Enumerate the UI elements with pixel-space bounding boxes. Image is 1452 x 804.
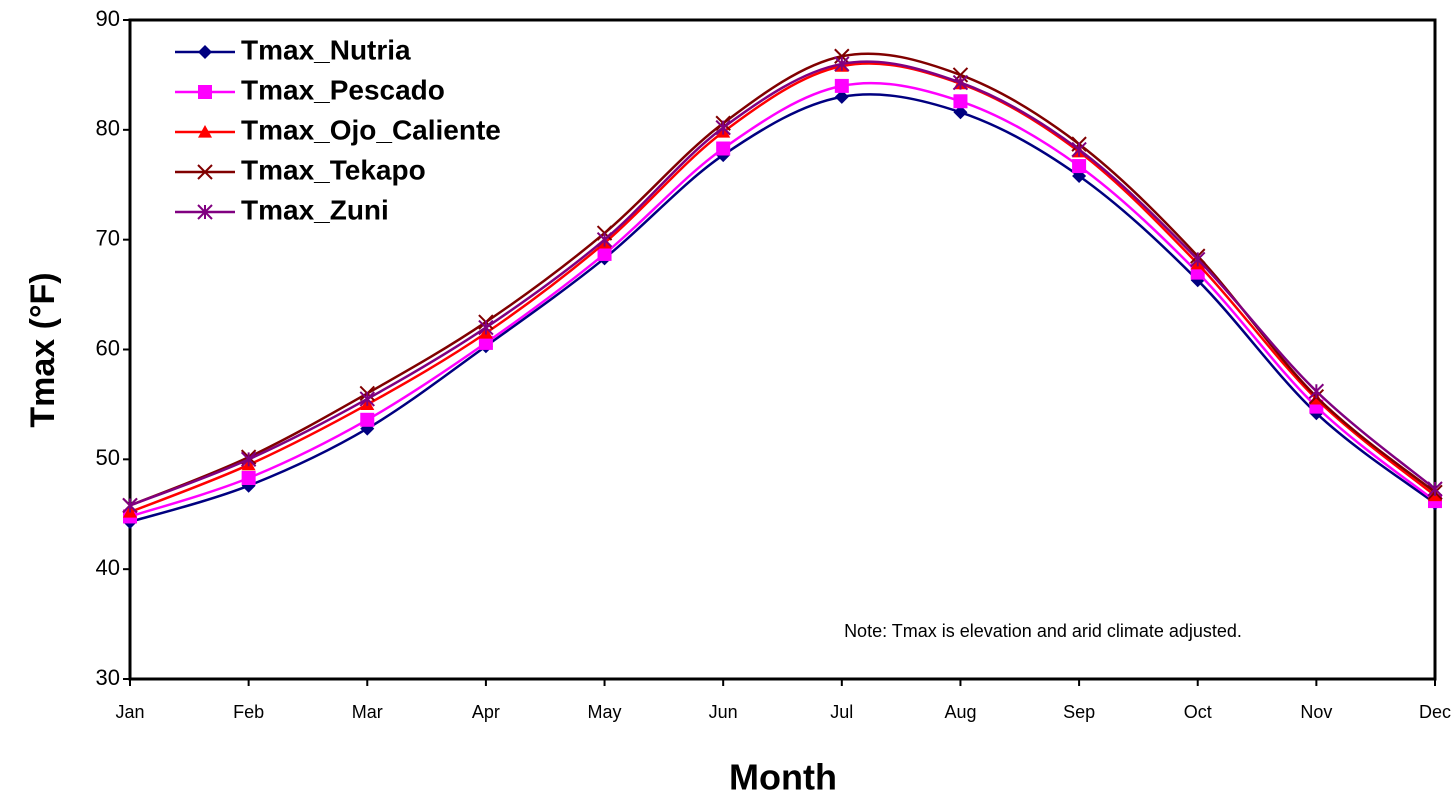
data-point	[1071, 141, 1087, 158]
x-tick-label: Apr	[472, 702, 500, 722]
data-point	[122, 497, 138, 514]
data-point	[241, 471, 256, 486]
data-point	[1072, 159, 1087, 174]
x-tick-label: Nov	[1300, 702, 1332, 722]
y-tick-label: 90	[96, 6, 120, 31]
data-point	[834, 48, 850, 64]
y-tick-label: 50	[96, 445, 120, 470]
legend-label: Tmax_Ojo_Caliente	[241, 114, 501, 145]
data-point	[834, 89, 849, 104]
data-point	[240, 451, 257, 468]
data-point	[715, 119, 731, 136]
plot-area	[128, 18, 1437, 681]
x-tick-label: Mar	[352, 702, 383, 722]
x-tick-label: Jun	[709, 702, 738, 722]
data-point	[359, 391, 375, 407]
legend-marker	[198, 85, 212, 99]
data-point	[834, 56, 850, 72]
legend-label: Tmax_Tekapo	[241, 154, 426, 185]
data-point	[953, 105, 968, 120]
x-tick-label: Feb	[233, 702, 264, 722]
legend-label: Tmax_Nutria	[241, 34, 411, 65]
y-tick-label: 30	[96, 665, 120, 690]
data-point	[953, 94, 968, 109]
data-point	[1427, 481, 1443, 497]
data-point	[952, 67, 969, 83]
data-point	[952, 74, 969, 91]
x-tick-label: Aug	[944, 702, 976, 722]
y-axis-label: Tmax (°F)	[24, 272, 62, 427]
y-tick-label: 60	[96, 335, 120, 360]
data-point	[360, 412, 375, 427]
series-line	[129, 60, 1436, 507]
x-tick-label: Jan	[115, 702, 144, 722]
y-tick-label: 40	[96, 555, 120, 580]
x-tick-label: Jul	[830, 702, 853, 722]
y-tick-label: 70	[96, 225, 120, 250]
data-point	[1308, 383, 1325, 399]
x-axis-label: Month	[729, 757, 837, 798]
x-tick-label: Oct	[1184, 702, 1212, 722]
data-point	[834, 78, 849, 93]
legend-marker	[197, 164, 213, 180]
x-tick-label: Sep	[1063, 702, 1095, 722]
data-point	[716, 141, 731, 156]
data-point	[596, 231, 613, 248]
data-point	[478, 319, 494, 336]
data-point	[597, 246, 612, 261]
data-point	[478, 335, 493, 350]
legend-marker	[198, 45, 212, 59]
legend-label: Tmax_Pescado	[241, 74, 445, 105]
y-tick-label: 80	[96, 116, 120, 141]
legend-marker	[198, 125, 212, 138]
annotation: Note: Tmax is elevation and arid climate…	[844, 621, 1242, 641]
x-tick-label: May	[588, 702, 622, 722]
x-tick-label: Dec	[1419, 702, 1451, 722]
legend-marker	[197, 204, 213, 220]
legend-label: Tmax_Zuni	[241, 194, 389, 225]
data-point	[1190, 251, 1206, 268]
